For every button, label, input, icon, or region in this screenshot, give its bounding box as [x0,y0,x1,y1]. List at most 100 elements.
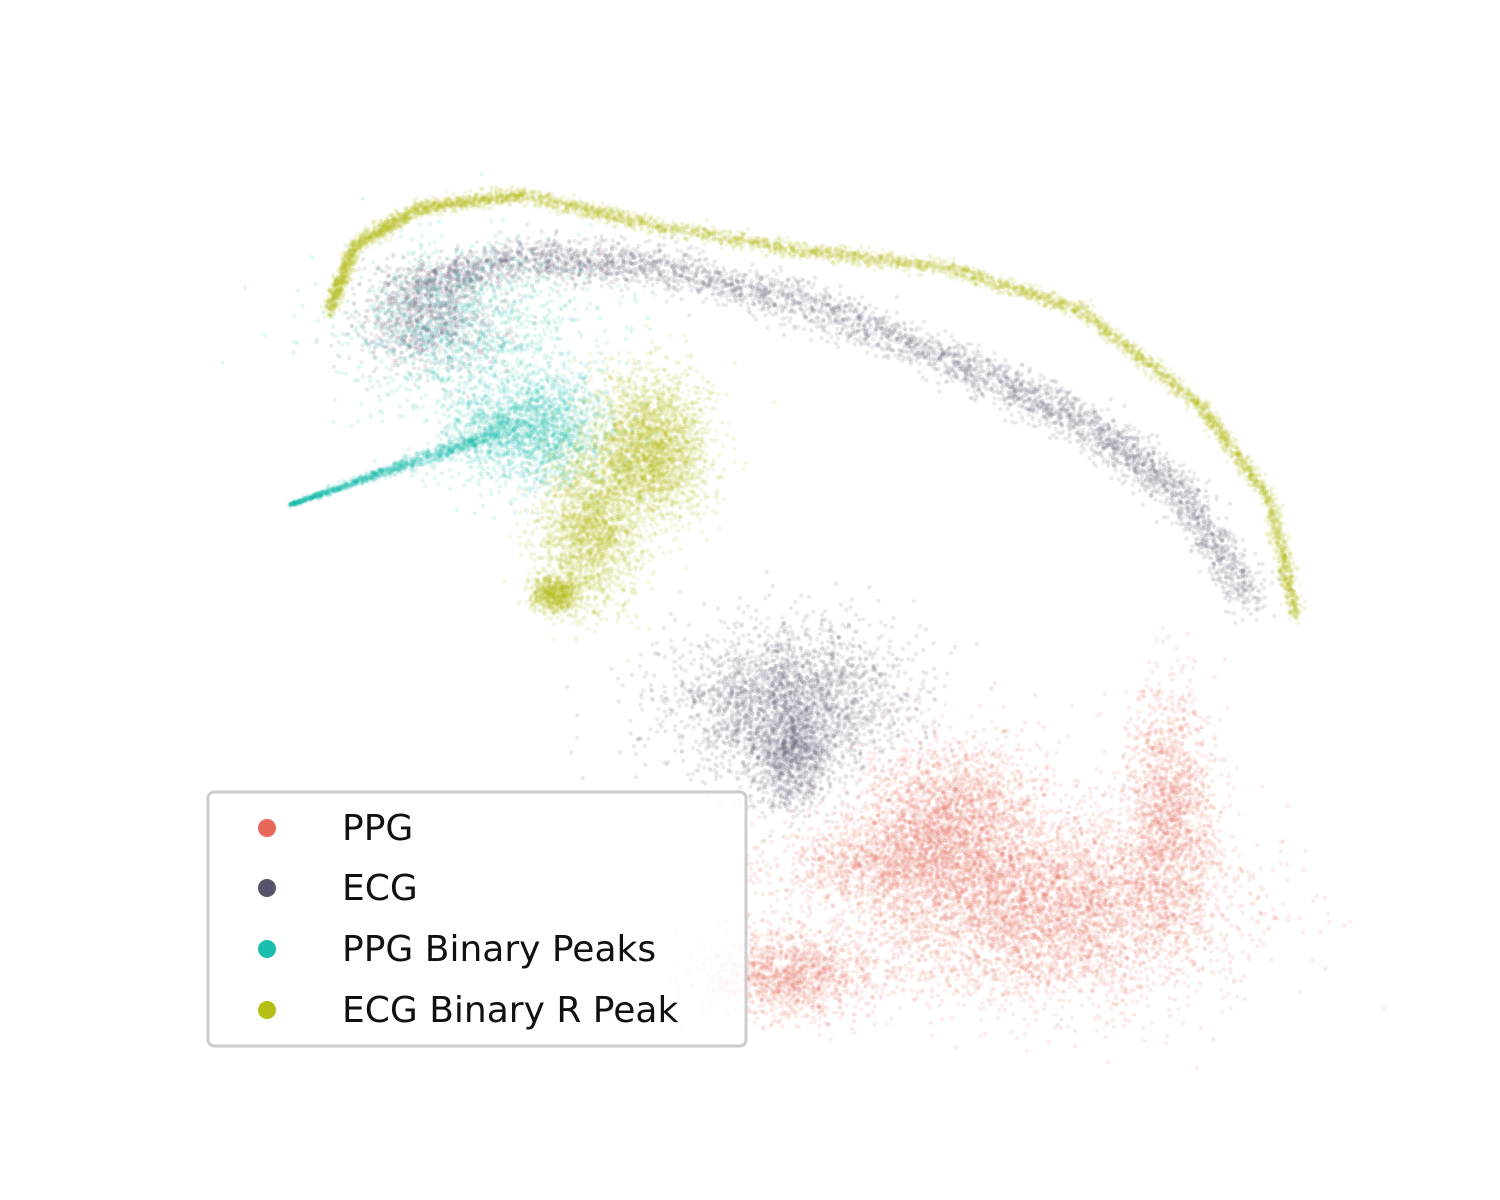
data-point [1180,958,1184,962]
data-point [1002,1008,1006,1012]
data-point [980,1001,984,1005]
data-point [1045,965,1049,969]
data-point [1254,920,1258,924]
data-point [788,893,792,897]
data-point [1093,1017,1097,1021]
data-point [1162,981,1166,985]
data-point [1102,911,1106,915]
data-point [865,901,869,905]
data-point [1188,959,1192,963]
data-point [1223,887,1227,891]
data-point [1070,846,1074,850]
data-point [937,1003,941,1007]
data-point [930,995,934,999]
data-point [932,965,936,969]
data-point [1055,891,1059,895]
data-point [957,1002,961,1006]
data-point [1203,931,1207,935]
data-point [1113,776,1117,780]
data-point [1057,969,1061,973]
data-point [1042,1007,1046,1011]
data-point [1032,999,1036,1003]
data-point [1021,910,1025,914]
data-point [960,944,964,948]
data-point [804,888,808,892]
data-point [786,911,790,915]
data-point [1327,920,1331,924]
data-point [1116,953,1120,957]
data-point [1090,943,1094,947]
data-point [1046,1040,1050,1044]
data-point [1071,898,1075,902]
data-point [1259,867,1263,871]
data-point [874,990,878,994]
data-point [1311,899,1315,903]
data-point [1073,861,1077,865]
data-point [1226,906,1230,910]
data-point [784,896,788,900]
data-point [1069,981,1073,985]
data-point [986,938,990,942]
data-point [1164,967,1168,971]
data-point [1015,1036,1019,1040]
data-point [1139,986,1143,990]
data-point [1109,1007,1113,1011]
data-point [967,992,971,996]
data-point [1252,902,1256,906]
data-point [1102,793,1106,797]
data-point [1035,989,1039,993]
data-point [1250,938,1254,942]
data-point [989,1002,993,1006]
data-point [813,933,817,937]
data-point [1126,818,1130,822]
data-point [1150,1021,1154,1025]
data-point [930,1033,934,1037]
data-point [1149,988,1153,992]
data-point [1061,867,1065,871]
data-point [1110,941,1114,945]
data-point [1116,939,1120,943]
data-point [1103,1035,1107,1039]
data-point [1071,947,1075,951]
data-point [1038,772,1042,776]
data-point [1224,976,1228,980]
data-point [1119,834,1123,838]
data-point [1301,931,1305,935]
data-point [1014,984,1018,988]
data-point [1091,964,1095,968]
data-point [989,992,993,996]
data-point [1176,978,1180,982]
data-point [1034,1018,1038,1022]
data-point [978,1007,982,1011]
data-point [1110,963,1114,967]
data-point [910,988,914,992]
data-point [1006,986,1010,990]
data-point [1235,766,1239,770]
data-point [940,998,944,1002]
data-point [889,1016,893,1020]
data-point [963,935,967,939]
data-point [1082,862,1086,866]
data-point [921,922,925,926]
data-point [1126,778,1130,782]
data-point [1082,794,1086,798]
data-point [1059,840,1063,844]
data-point [1323,966,1327,970]
data-point [927,1005,931,1009]
data-point [1123,1017,1127,1021]
data-point [1095,1029,1099,1033]
data-point [1110,818,1114,822]
data-point [1095,959,1099,963]
data-point [1228,960,1232,964]
data-point [1112,771,1116,775]
data-point [1382,1006,1386,1010]
data-point [1262,931,1266,935]
data-point [1271,868,1275,872]
data-point [1056,988,1060,992]
data-point [996,1016,1000,1020]
data-point [1026,833,1030,837]
data-point [1181,1021,1185,1025]
data-point [1132,839,1136,843]
data-point [783,849,787,853]
